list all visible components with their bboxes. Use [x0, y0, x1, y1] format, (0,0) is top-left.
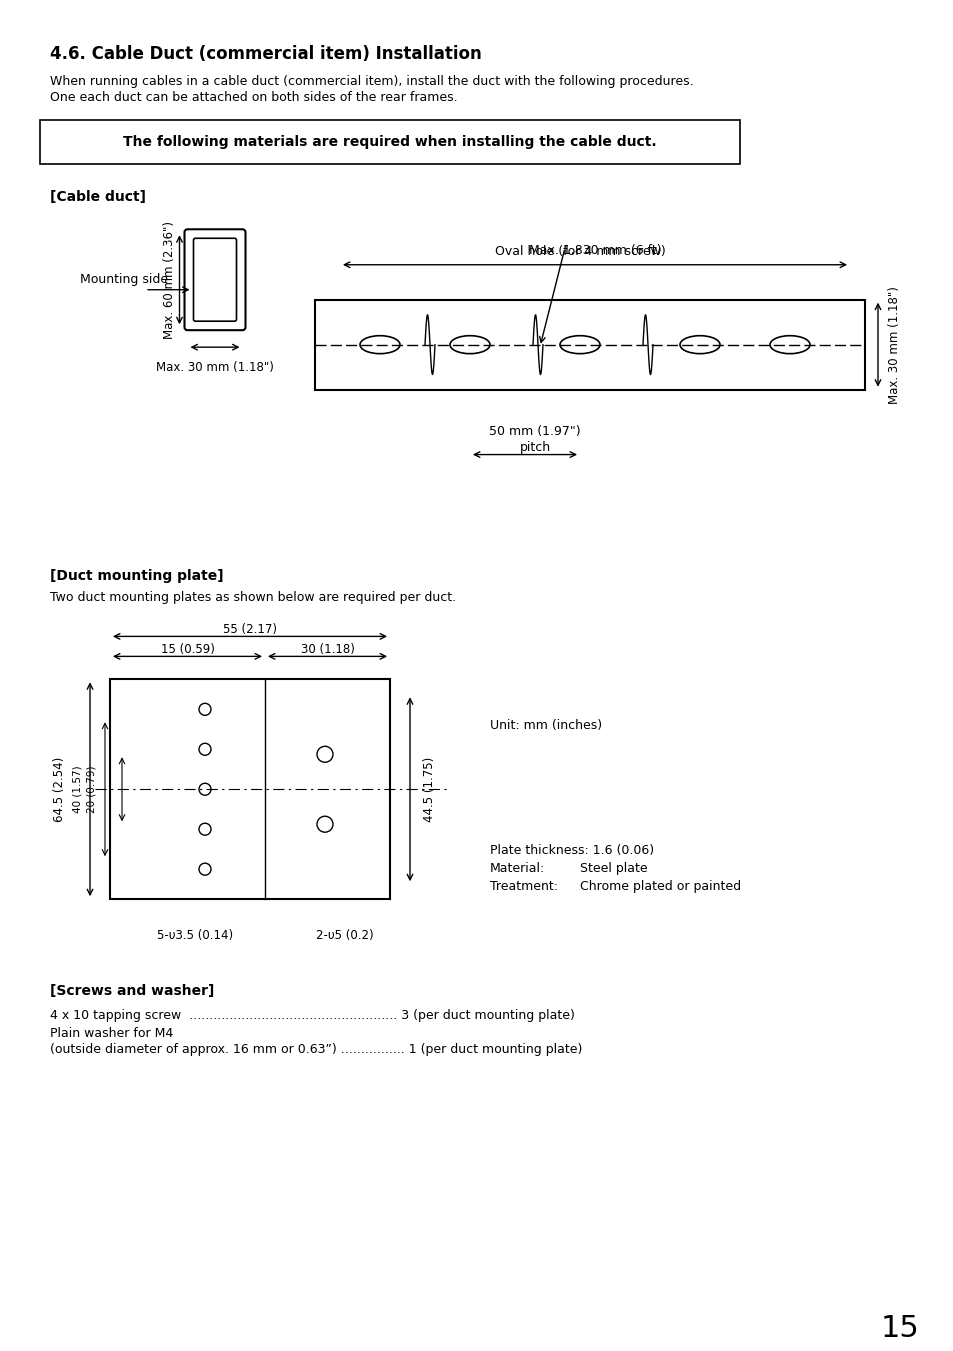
Text: Max. 30 mm (1.18"): Max. 30 mm (1.18") — [887, 285, 901, 404]
Text: Chrome plated or painted: Chrome plated or painted — [579, 880, 740, 893]
Text: Material:: Material: — [490, 862, 545, 875]
Text: (outside diameter of approx. 16 mm or 0.63”) ................ 1 (per duct mounti: (outside diameter of approx. 16 mm or 0.… — [50, 1043, 581, 1056]
Circle shape — [199, 823, 211, 835]
FancyBboxPatch shape — [184, 230, 245, 330]
Text: 15 (0.59): 15 (0.59) — [160, 643, 214, 657]
Text: [Cable duct]: [Cable duct] — [50, 190, 146, 204]
Circle shape — [199, 743, 211, 755]
Text: Max. 30 mm (1.18"): Max. 30 mm (1.18") — [156, 361, 274, 374]
Text: When running cables in a cable duct (commercial item), install the duct with the: When running cables in a cable duct (com… — [50, 74, 693, 88]
Text: 20 (0.79): 20 (0.79) — [87, 766, 97, 813]
Bar — [40, 120, 740, 163]
Text: [Duct mounting plate]: [Duct mounting plate] — [50, 570, 223, 584]
Circle shape — [199, 863, 211, 875]
Text: 4 x 10 tapping screw  .................................................... 3 (pe: 4 x 10 tapping screw ...................… — [50, 1009, 575, 1023]
Circle shape — [199, 704, 211, 715]
Text: Two duct mounting plates as shown below are required per duct.: Two duct mounting plates as shown below … — [50, 592, 456, 604]
Text: 64.5 (2.54): 64.5 (2.54) — [53, 757, 67, 821]
Text: The following materials are required when installing the cable duct.: The following materials are required whe… — [123, 135, 656, 149]
Text: Treatment:: Treatment: — [490, 880, 558, 893]
Text: Mounting side: Mounting side — [80, 273, 168, 286]
Text: 4.6. Cable Duct (commercial item) Installation: 4.6. Cable Duct (commercial item) Instal… — [50, 45, 481, 63]
Bar — [110, 680, 390, 900]
Text: One each duct can be attached on both sides of the rear frames.: One each duct can be attached on both si… — [50, 91, 457, 104]
Text: Max. 60 mm (2.36"): Max. 60 mm (2.36") — [163, 220, 175, 339]
Text: Oval hole (for 4 mm screw): Oval hole (for 4 mm screw) — [494, 245, 664, 258]
Ellipse shape — [359, 335, 399, 354]
Text: 30 (1.18): 30 (1.18) — [300, 643, 355, 657]
Circle shape — [316, 816, 333, 832]
Text: Max. 1,830 mm (6 ft): Max. 1,830 mm (6 ft) — [528, 243, 660, 257]
Text: Plate thickness: 1.6 (0.06): Plate thickness: 1.6 (0.06) — [490, 844, 654, 857]
Ellipse shape — [450, 335, 490, 354]
Text: 40 (1.57): 40 (1.57) — [73, 766, 83, 813]
Text: 50 mm (1.97")
pitch: 50 mm (1.97") pitch — [489, 424, 580, 454]
Circle shape — [316, 746, 333, 762]
Text: 15: 15 — [880, 1313, 919, 1343]
FancyBboxPatch shape — [193, 238, 236, 322]
Text: Steel plate: Steel plate — [579, 862, 647, 875]
Text: 55 (2.17): 55 (2.17) — [223, 623, 276, 636]
Text: 2-υ5 (0.2): 2-υ5 (0.2) — [315, 929, 374, 942]
Ellipse shape — [559, 335, 599, 354]
Ellipse shape — [769, 335, 809, 354]
Ellipse shape — [679, 335, 720, 354]
Text: Unit: mm (inches): Unit: mm (inches) — [490, 719, 601, 732]
Text: 5-υ3.5 (0.14): 5-υ3.5 (0.14) — [157, 929, 233, 942]
Text: [Screws and washer]: [Screws and washer] — [50, 984, 214, 998]
Text: Plain washer for M4: Plain washer for M4 — [50, 1027, 173, 1040]
Text: 44.5 (1.75): 44.5 (1.75) — [423, 757, 436, 821]
Circle shape — [199, 784, 211, 796]
Bar — [314, 300, 864, 389]
